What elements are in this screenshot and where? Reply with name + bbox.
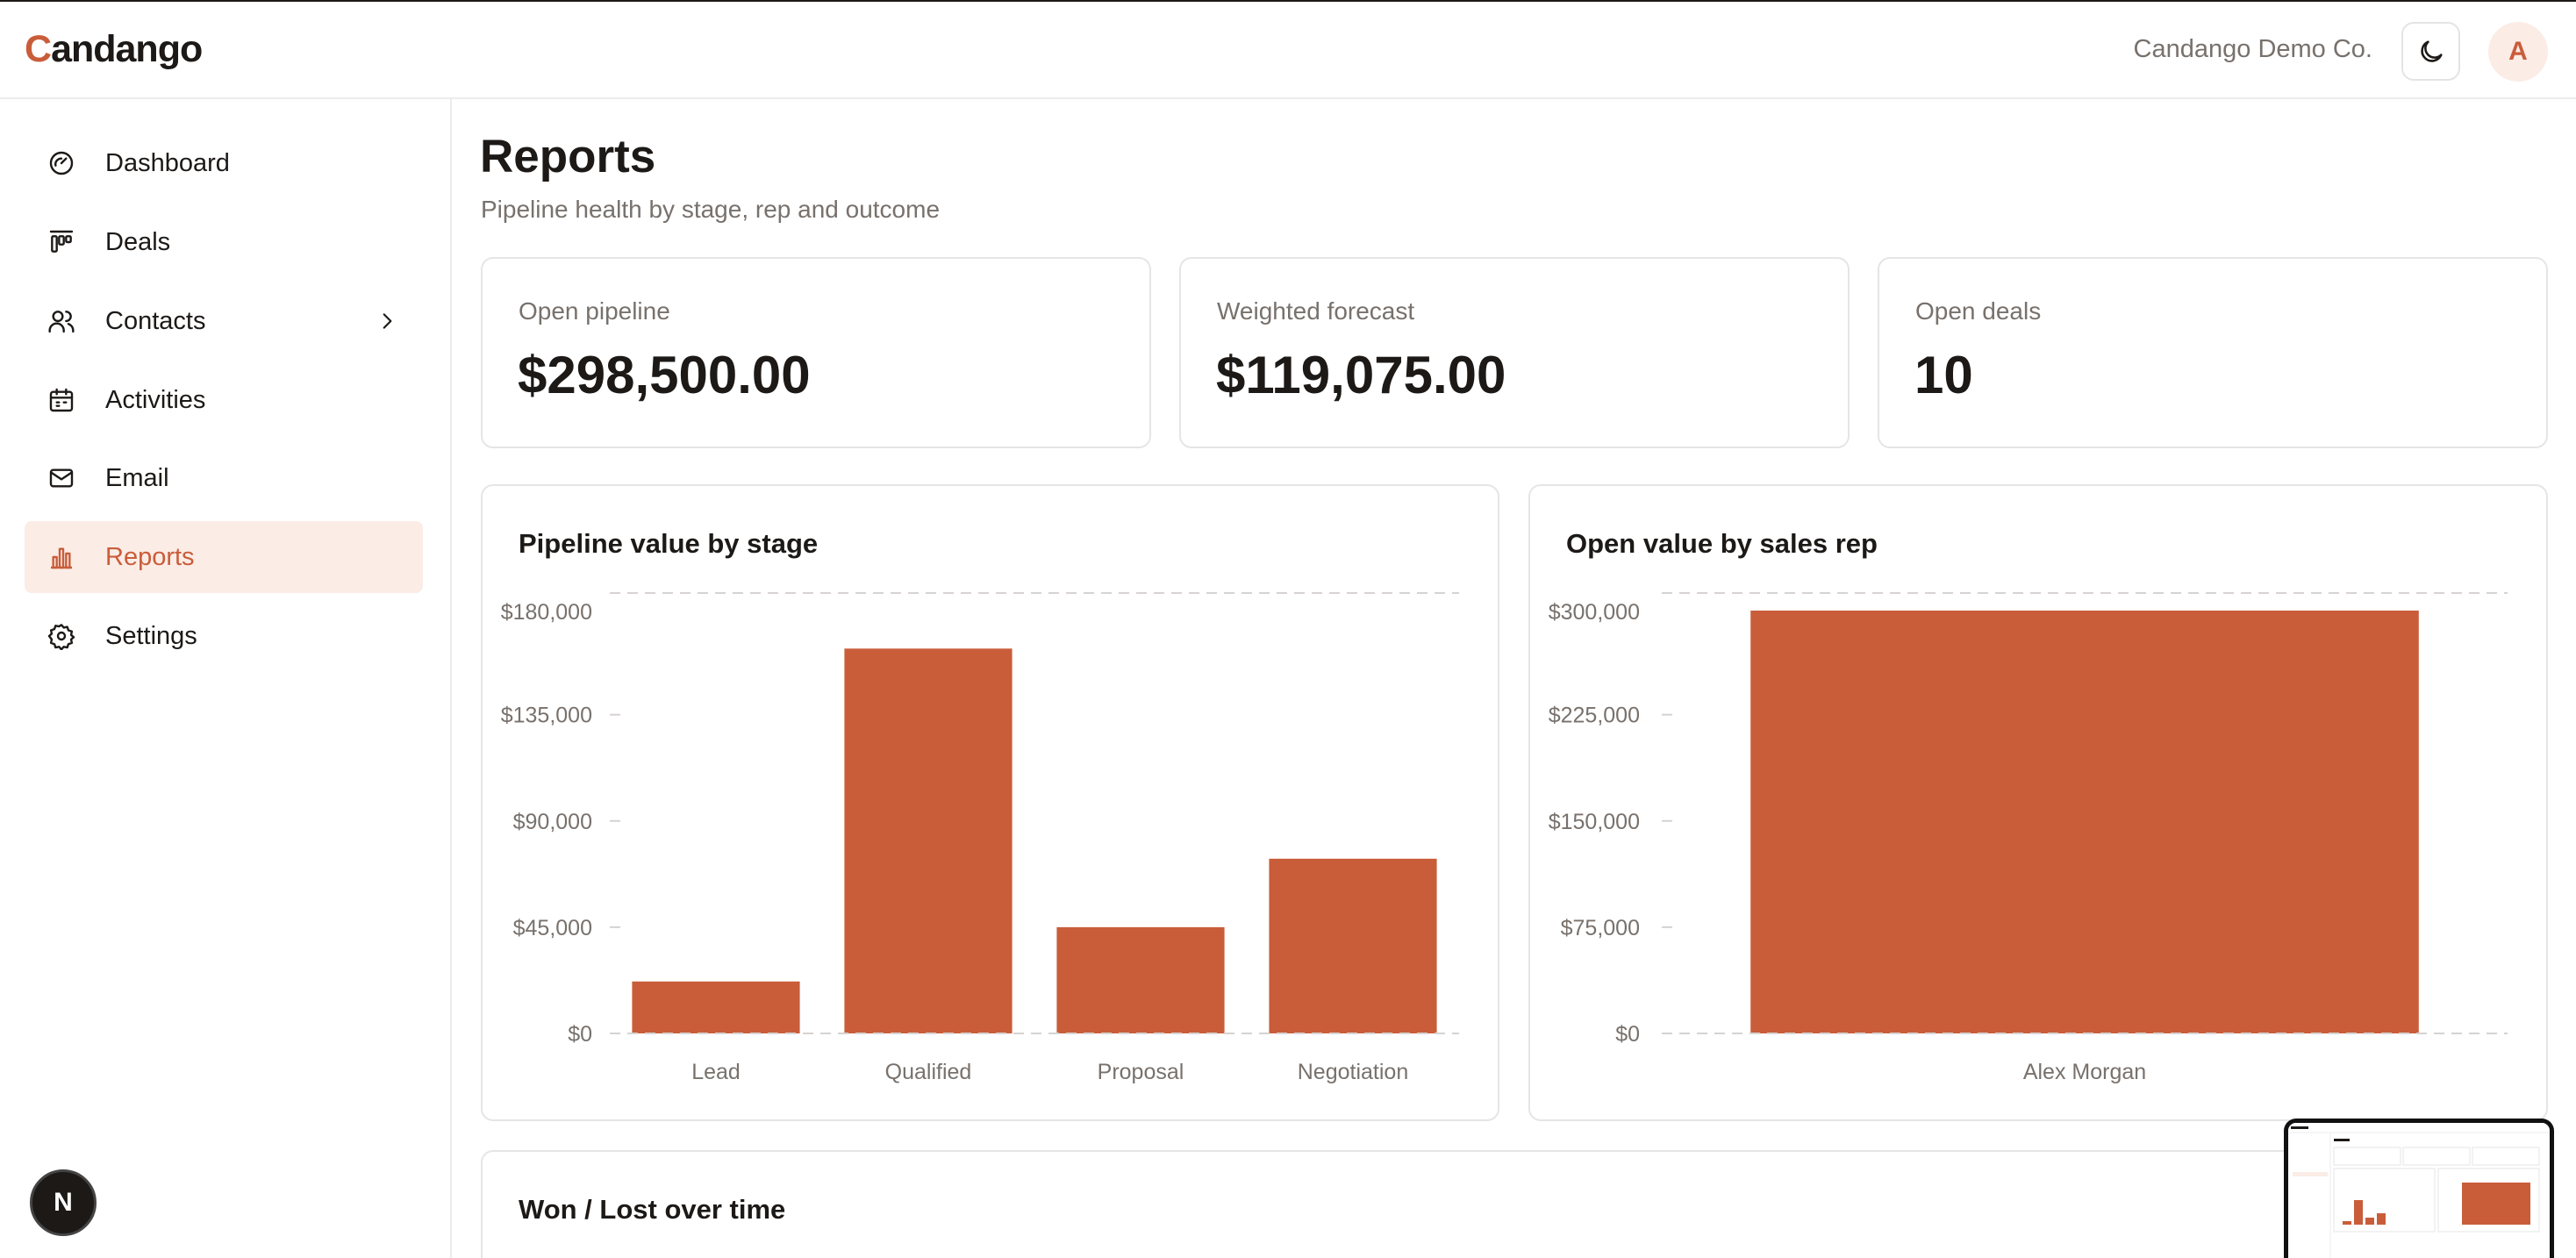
user-avatar[interactable]: A <box>2488 22 2548 82</box>
bar-qualified <box>844 648 1013 1033</box>
stat-card-open-deals: Open deals 10 <box>1878 257 2548 448</box>
organization-name: Candango Demo Co. <box>2133 35 2372 63</box>
y-tick-label: $300,000 <box>1549 600 1640 625</box>
stat-value: 10 <box>1914 346 1973 404</box>
chart-pipeline-by-stage-svg: $0 $45,000 $90,000 $135,000 $180,000 Lead Qual… <box>501 592 1459 1084</box>
y-tick-label: $225,000 <box>1549 704 1640 728</box>
page-title: Reports <box>480 131 656 182</box>
stat-label: Open pipeline <box>519 297 670 325</box>
sidebar-item-email[interactable]: Email <box>25 442 423 514</box>
gauge-icon <box>46 147 77 179</box>
sidebar-item-deals[interactable]: Deals <box>25 206 423 278</box>
chart-title: Won / Lost over time <box>519 1194 786 1225</box>
top-bar: Candango Candango Demo Co. A <box>0 0 2576 99</box>
page-subtitle: Pipeline health by stage, rep and outcom… <box>481 196 941 223</box>
stat-card-weighted-forecast: Weighted forecast $119,075.00 <box>1179 257 1850 448</box>
sidebar-item-label: Settings <box>105 621 197 650</box>
sidebar-item-activities[interactable]: Activities <box>25 364 423 436</box>
sidebar-item-label: Activities <box>105 385 206 414</box>
stat-value: $119,075.00 <box>1216 346 1506 404</box>
sidebar: Dashboard Deals Contacts Activities Emai… <box>0 99 452 1258</box>
y-tick-label: $0 <box>568 1022 592 1047</box>
y-tick-label: $135,000 <box>501 704 592 728</box>
sidebar-item-label: Contacts <box>105 306 206 335</box>
users-icon <box>46 305 77 337</box>
moon-icon <box>2420 39 2443 62</box>
mail-icon <box>46 462 77 494</box>
preview-image <box>2288 1123 2550 1258</box>
y-tick-label: $0 <box>1615 1022 1640 1047</box>
sidebar-item-settings[interactable]: Settings <box>25 600 423 672</box>
y-tick-label: $75,000 <box>1561 916 1640 940</box>
stat-label: Weighted forecast <box>1217 297 1415 325</box>
chart-pipeline-by-stage: $0 $45,000 $90,000 $135,000 $180,000 Lead Qual… <box>481 484 1499 1121</box>
x-tick-label: Lead <box>691 1060 741 1084</box>
chart-won-lost-over-time: Won / Lost over time <box>481 1150 2548 1258</box>
sidebar-item-dashboard[interactable]: Dashboard <box>25 127 423 199</box>
gear-icon <box>46 620 77 652</box>
x-tick-label: Alex Morgan <box>2023 1060 2146 1084</box>
x-tick-label: Negotiation <box>1298 1060 1408 1084</box>
x-tick-label: Qualified <box>885 1060 972 1084</box>
bar-negotiation <box>1269 858 1437 1033</box>
bar-proposal <box>1056 926 1225 1033</box>
chart-title: Pipeline value by stage <box>519 528 819 559</box>
stat-card-open-pipeline: Open pipeline $298,500.00 <box>481 257 1151 448</box>
sidebar-item-label: Reports <box>105 542 195 571</box>
chart-title: Open value by sales rep <box>1566 528 1878 559</box>
sidebar-item-contacts[interactable]: Contacts <box>25 285 423 357</box>
page-preview-thumbnail[interactable] <box>2284 1119 2554 1258</box>
bar-lead <box>632 981 800 1033</box>
chart-open-value-by-rep-svg: $0 $75,000 $150,000 $225,000 $300,000 Alex Mo… <box>1549 592 2508 1084</box>
x-tick-label: Proposal <box>1098 1060 1184 1084</box>
y-tick-label: $180,000 <box>501 600 592 625</box>
sidebar-item-label: Email <box>105 463 169 492</box>
kanban-icon <box>46 226 77 258</box>
sidebar-item-label: Dashboard <box>105 148 230 177</box>
y-tick-label: $45,000 <box>513 916 592 940</box>
bar-chart-icon <box>46 541 77 573</box>
y-tick-label: $150,000 <box>1549 810 1640 834</box>
bar-alex-morgan <box>1750 610 2419 1033</box>
theme-toggle-button[interactable] <box>2401 22 2460 81</box>
y-tick-label: $90,000 <box>513 810 592 834</box>
chevron-right-icon[interactable] <box>372 306 402 336</box>
stat-label: Open deals <box>1915 297 2042 325</box>
chart-won-lost-gridline <box>483 1152 2548 1258</box>
calendar-icon <box>46 384 77 416</box>
stat-value: $298,500.00 <box>518 346 811 404</box>
sidebar-item-label: Deals <box>105 227 171 256</box>
app-logo[interactable]: Candango <box>25 28 203 70</box>
sidebar-item-reports[interactable]: Reports <box>25 521 423 593</box>
chart-open-value-by-rep: $0 $75,000 $150,000 $225,000 $300,000 Alex Mo… <box>1528 484 2548 1121</box>
dev-tools-badge[interactable]: N <box>30 1169 97 1236</box>
